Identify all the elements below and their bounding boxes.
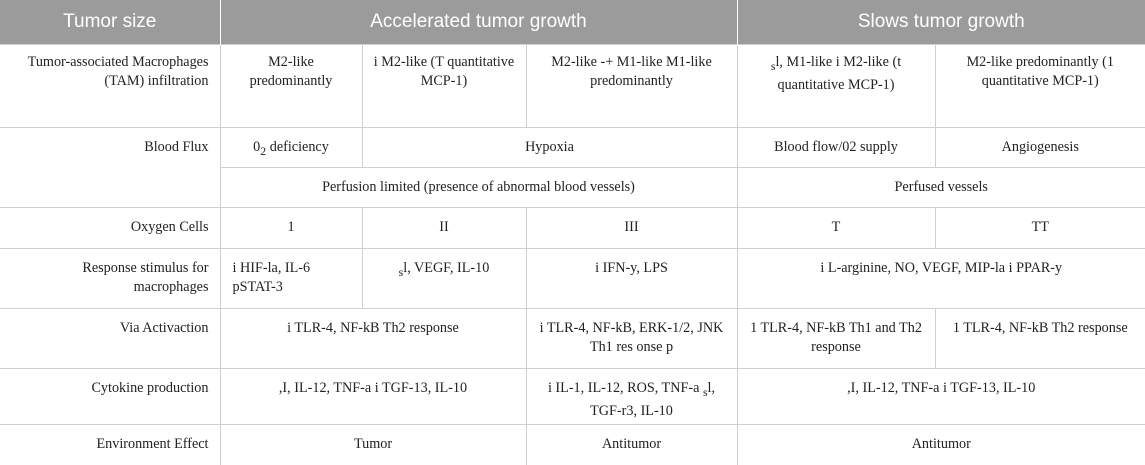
table-row-blood-flux: Blood Flux 02 deficiency Hypoxia Blood f… bbox=[0, 128, 1145, 168]
table-cell: sl, VEGF, IL-10 bbox=[362, 249, 526, 309]
table-cell: Antitumor bbox=[737, 425, 1145, 465]
table-cell: Blood flow/02 supply bbox=[737, 128, 935, 168]
cell-text: l, VEGF, IL-10 bbox=[403, 260, 489, 276]
table-cell: 02 deficiency bbox=[220, 128, 362, 168]
header-slows-growth: Slows tumor growth bbox=[737, 0, 1145, 45]
row-label-oxygen: Oxygen Cells bbox=[0, 208, 220, 249]
cell-text: l, M1-like i M2-like (t quantitative MCP… bbox=[775, 54, 901, 93]
table-row-tam: Tumor-associated Macrophages (TAM) infil… bbox=[0, 45, 1145, 128]
table-cell: ,I, IL-12, TNF-a i TGF-13, IL-10 bbox=[737, 369, 1145, 425]
cell-text: deficiency bbox=[266, 139, 329, 155]
header-row: Tumor size Accelerated tumor growth Slow… bbox=[0, 0, 1145, 45]
table-row-oxygen: Oxygen Cells 1 II III T TT bbox=[0, 208, 1145, 249]
table-cell: M2-like predominantly (1 quantitative MC… bbox=[935, 45, 1145, 128]
row-label-environment: Environment Effect bbox=[0, 425, 220, 465]
table-row-cytokine: Cytokine production ,I, IL-12, TNF-a i T… bbox=[0, 369, 1145, 425]
table-cell: 1 TLR-4, NF-kB Th2 response bbox=[935, 309, 1145, 369]
table-cell: i IFN-y, LPS bbox=[526, 249, 737, 309]
table-cell: i HIF-la, IL-6 pSTAT-3 bbox=[220, 249, 362, 309]
table-cell: i L-arginine, NO, VEGF, MIP-la i PPAR-y bbox=[737, 249, 1145, 309]
table-cell: Angiogenesis bbox=[935, 128, 1145, 168]
cell-text: i IL-1, IL-12, ROS, TNF-a bbox=[548, 380, 703, 396]
row-label-blood-flux: Blood Flux bbox=[0, 128, 220, 208]
table-cell: III bbox=[526, 208, 737, 249]
table-cell: Hypoxia bbox=[362, 128, 737, 168]
table-cell: T bbox=[737, 208, 935, 249]
row-label-tam: Tumor-associated Macrophages (TAM) infil… bbox=[0, 45, 220, 128]
table-cell: i IL-1, IL-12, ROS, TNF-a sl, TGF-r3, IL… bbox=[526, 369, 737, 425]
table-cell: II bbox=[362, 208, 526, 249]
table-cell: i TLR-4, NF-kB Th2 response bbox=[220, 309, 526, 369]
table-cell: 1 bbox=[220, 208, 362, 249]
table-cell: M2-like -+ M1-like M1-like predominantly bbox=[526, 45, 737, 128]
table-cell: M2-like predominantly bbox=[220, 45, 362, 128]
table-cell: Perfusion limited (presence of abnormal … bbox=[220, 168, 737, 208]
table-cell: i TLR-4, NF-kB, ERK-1/2, JNK Th1 res ons… bbox=[526, 309, 737, 369]
table-cell: i M2-like (T quantitative MCP-1) bbox=[362, 45, 526, 128]
header-tumor-size: Tumor size bbox=[0, 0, 220, 45]
table-cell: Perfused vessels bbox=[737, 168, 1145, 208]
row-label-response: Response stimulus for macrophages bbox=[0, 249, 220, 309]
table-row-activation: Via Activaction i TLR-4, NF-kB Th2 respo… bbox=[0, 309, 1145, 369]
row-label-activation: Via Activaction bbox=[0, 309, 220, 369]
table-cell: ,I, IL-12, TNF-a i TGF-13, IL-10 bbox=[220, 369, 526, 425]
table-cell: TT bbox=[935, 208, 1145, 249]
table-cell: 1 TLR-4, NF-kB Th1 and Th2 response bbox=[737, 309, 935, 369]
table-cell: Antitumor bbox=[526, 425, 737, 465]
row-label-cytokine: Cytokine production bbox=[0, 369, 220, 425]
table-row-response: Response stimulus for macrophages i HIF-… bbox=[0, 249, 1145, 309]
table-cell: Tumor bbox=[220, 425, 526, 465]
table-cell: sl, M1-like i M2-like (t quantitative MC… bbox=[737, 45, 935, 128]
header-accelerated-growth: Accelerated tumor growth bbox=[220, 0, 737, 45]
table-row-environment: Environment Effect Tumor Antitumor Antit… bbox=[0, 425, 1145, 465]
